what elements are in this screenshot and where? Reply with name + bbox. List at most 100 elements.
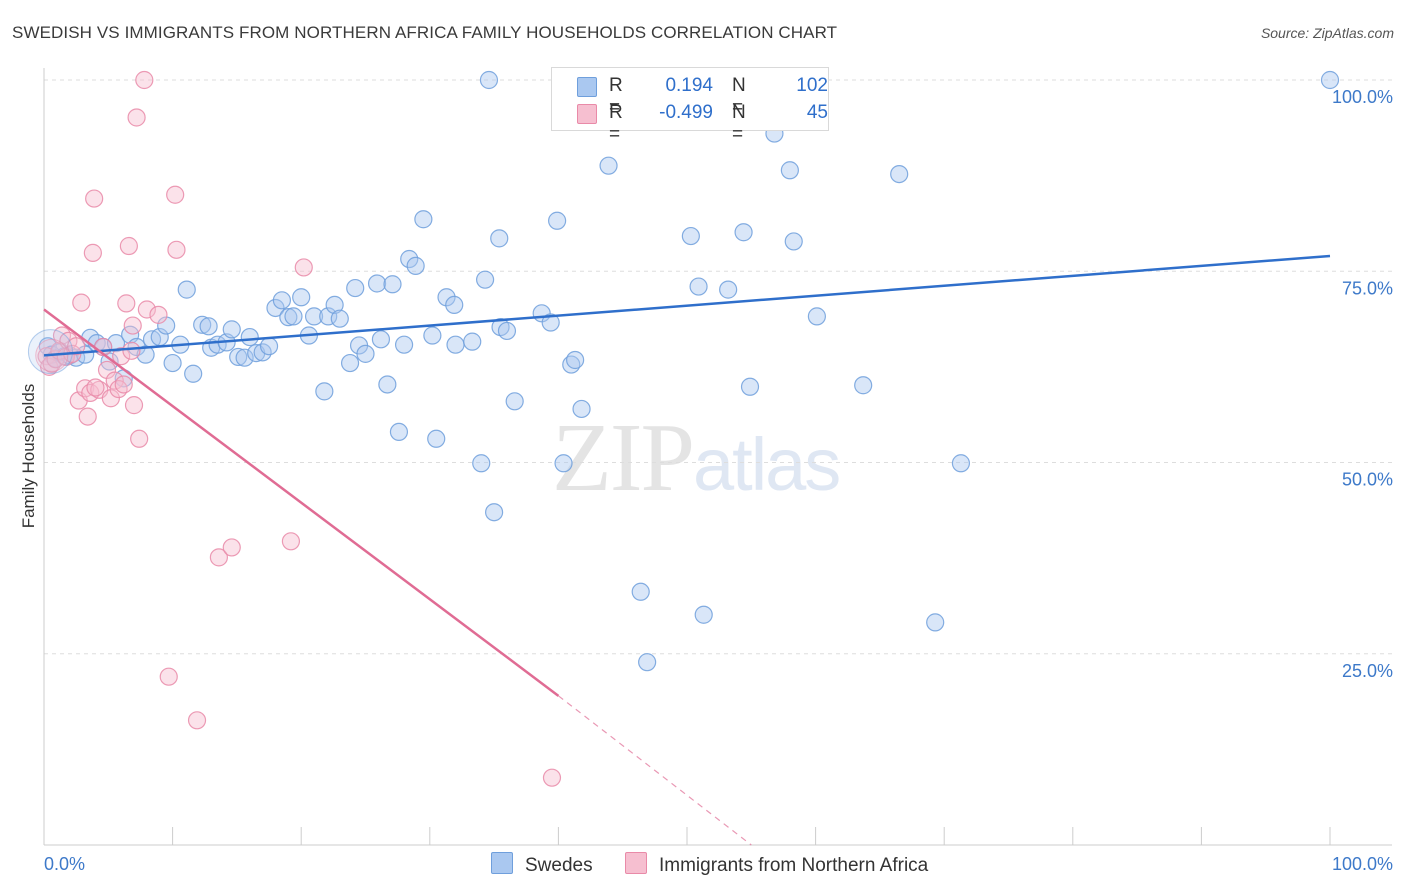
swedes-point xyxy=(734,223,753,242)
immigrants-point xyxy=(85,189,104,208)
swedes-trend-line xyxy=(43,254,1331,357)
swedes-point xyxy=(199,317,218,336)
swedes-swatch xyxy=(577,77,597,97)
swedes-point xyxy=(740,377,760,396)
swedes-point xyxy=(780,161,799,180)
n-value: 102 xyxy=(796,75,828,96)
trend-lines xyxy=(43,254,1331,846)
n-label: N = xyxy=(732,75,746,118)
immigrants-point xyxy=(101,389,120,408)
swedes-point xyxy=(292,288,311,307)
swedes-point xyxy=(497,321,517,341)
swedes-point xyxy=(389,422,409,441)
source-label: Source: ZipAtlas.com xyxy=(1260,25,1394,41)
swedes-point xyxy=(414,210,433,229)
immigrants-point xyxy=(105,371,124,390)
legend-label-immigrants: Immigrants from Northern Africa xyxy=(659,855,929,876)
immigrants-point xyxy=(149,305,168,324)
swedes-point xyxy=(479,70,499,90)
legend-item-swedes: Swedes xyxy=(491,852,593,877)
y-tick-label: 100.0% xyxy=(1332,87,1393,107)
r-label: R = xyxy=(609,102,623,145)
swedes-point xyxy=(346,278,365,298)
swedes-point xyxy=(566,350,585,370)
swedes-point xyxy=(490,229,509,248)
swedes-point xyxy=(383,275,402,294)
immigrants-point xyxy=(281,532,301,551)
immigrants-point xyxy=(123,316,142,335)
swedes-point xyxy=(367,274,387,293)
swedes-point xyxy=(926,613,945,632)
immigrants-point xyxy=(135,70,154,90)
swedes-point xyxy=(423,326,442,345)
immigrants-point xyxy=(122,341,141,360)
swedes-point xyxy=(472,454,491,473)
legend-item-immigrants: Immigrants from Northern Africa xyxy=(625,852,928,877)
y-tick-label: 75.0% xyxy=(1342,278,1393,298)
watermark-atlas: atlas xyxy=(693,423,841,506)
swedes-point xyxy=(259,337,279,356)
watermark: ZIPatlas xyxy=(552,400,841,514)
swedes-point xyxy=(631,582,650,601)
immigrants-point xyxy=(86,378,105,397)
immigrants-point xyxy=(119,236,138,256)
y-tick-label: 25.0% xyxy=(1342,661,1393,681)
swedes-point xyxy=(1320,70,1340,90)
immigrants-point xyxy=(130,429,149,448)
immigrants-point xyxy=(222,538,241,557)
r-label: R = xyxy=(609,75,623,118)
legend-label-swedes: Swedes xyxy=(525,855,593,876)
swedes-point xyxy=(681,226,700,246)
swedes-point xyxy=(229,347,248,367)
swedes-point xyxy=(638,653,657,672)
swedes-point xyxy=(807,307,826,326)
swedes-point xyxy=(505,392,524,411)
swedes-point xyxy=(222,320,241,339)
swedes-point xyxy=(554,454,573,473)
correlation-legend: R = 0.194 N = 102 R = -0.499 N = 45 xyxy=(551,67,829,145)
watermark-zip: ZIP xyxy=(552,404,695,512)
immigrants-point xyxy=(209,548,228,567)
swedes-point xyxy=(304,307,324,326)
swedes-point xyxy=(279,308,298,327)
swedes-point xyxy=(475,270,495,289)
immigrants-point xyxy=(137,300,156,319)
immigrants-point xyxy=(187,711,207,730)
x-tick-label: 0.0% xyxy=(44,854,85,874)
swedes-swatch xyxy=(491,852,513,874)
swedes-point xyxy=(400,249,419,269)
swedes-point xyxy=(406,256,425,275)
swedes-point xyxy=(315,382,334,401)
immigrants-point xyxy=(112,347,131,366)
n-value: 45 xyxy=(806,102,828,123)
y-tick-label: 50.0% xyxy=(1342,470,1393,490)
swedes-point xyxy=(890,164,909,184)
swedes-point xyxy=(272,291,292,310)
immigrants-point xyxy=(72,293,91,312)
swedes-point xyxy=(548,211,567,230)
swedes-point xyxy=(240,327,259,347)
swedes-point xyxy=(340,353,360,373)
immigrants-swatch xyxy=(625,852,647,874)
swedes-point xyxy=(689,277,708,296)
swedes-point xyxy=(378,375,397,394)
chart-title: SWEDISH VS IMMIGRANTS FROM NORTHERN AFRI… xyxy=(12,23,838,42)
swedes-point xyxy=(485,503,504,522)
swedes-point xyxy=(427,429,446,448)
swedes-point xyxy=(541,313,560,332)
swedes-point xyxy=(951,454,971,473)
swedes-point xyxy=(437,288,456,307)
swedes-point xyxy=(136,345,155,364)
swedes-point xyxy=(446,335,465,354)
swedes-point xyxy=(325,295,344,315)
immigrants-point xyxy=(127,108,146,127)
immigrants-point xyxy=(542,768,562,787)
immigrants-point xyxy=(159,667,178,686)
swedes-point xyxy=(854,376,873,395)
immigrants-point xyxy=(124,396,144,415)
swedes-point xyxy=(284,307,303,326)
data-points xyxy=(27,70,1340,787)
n-label: N = xyxy=(732,102,746,145)
y-axis-label: Family Households xyxy=(19,384,38,529)
